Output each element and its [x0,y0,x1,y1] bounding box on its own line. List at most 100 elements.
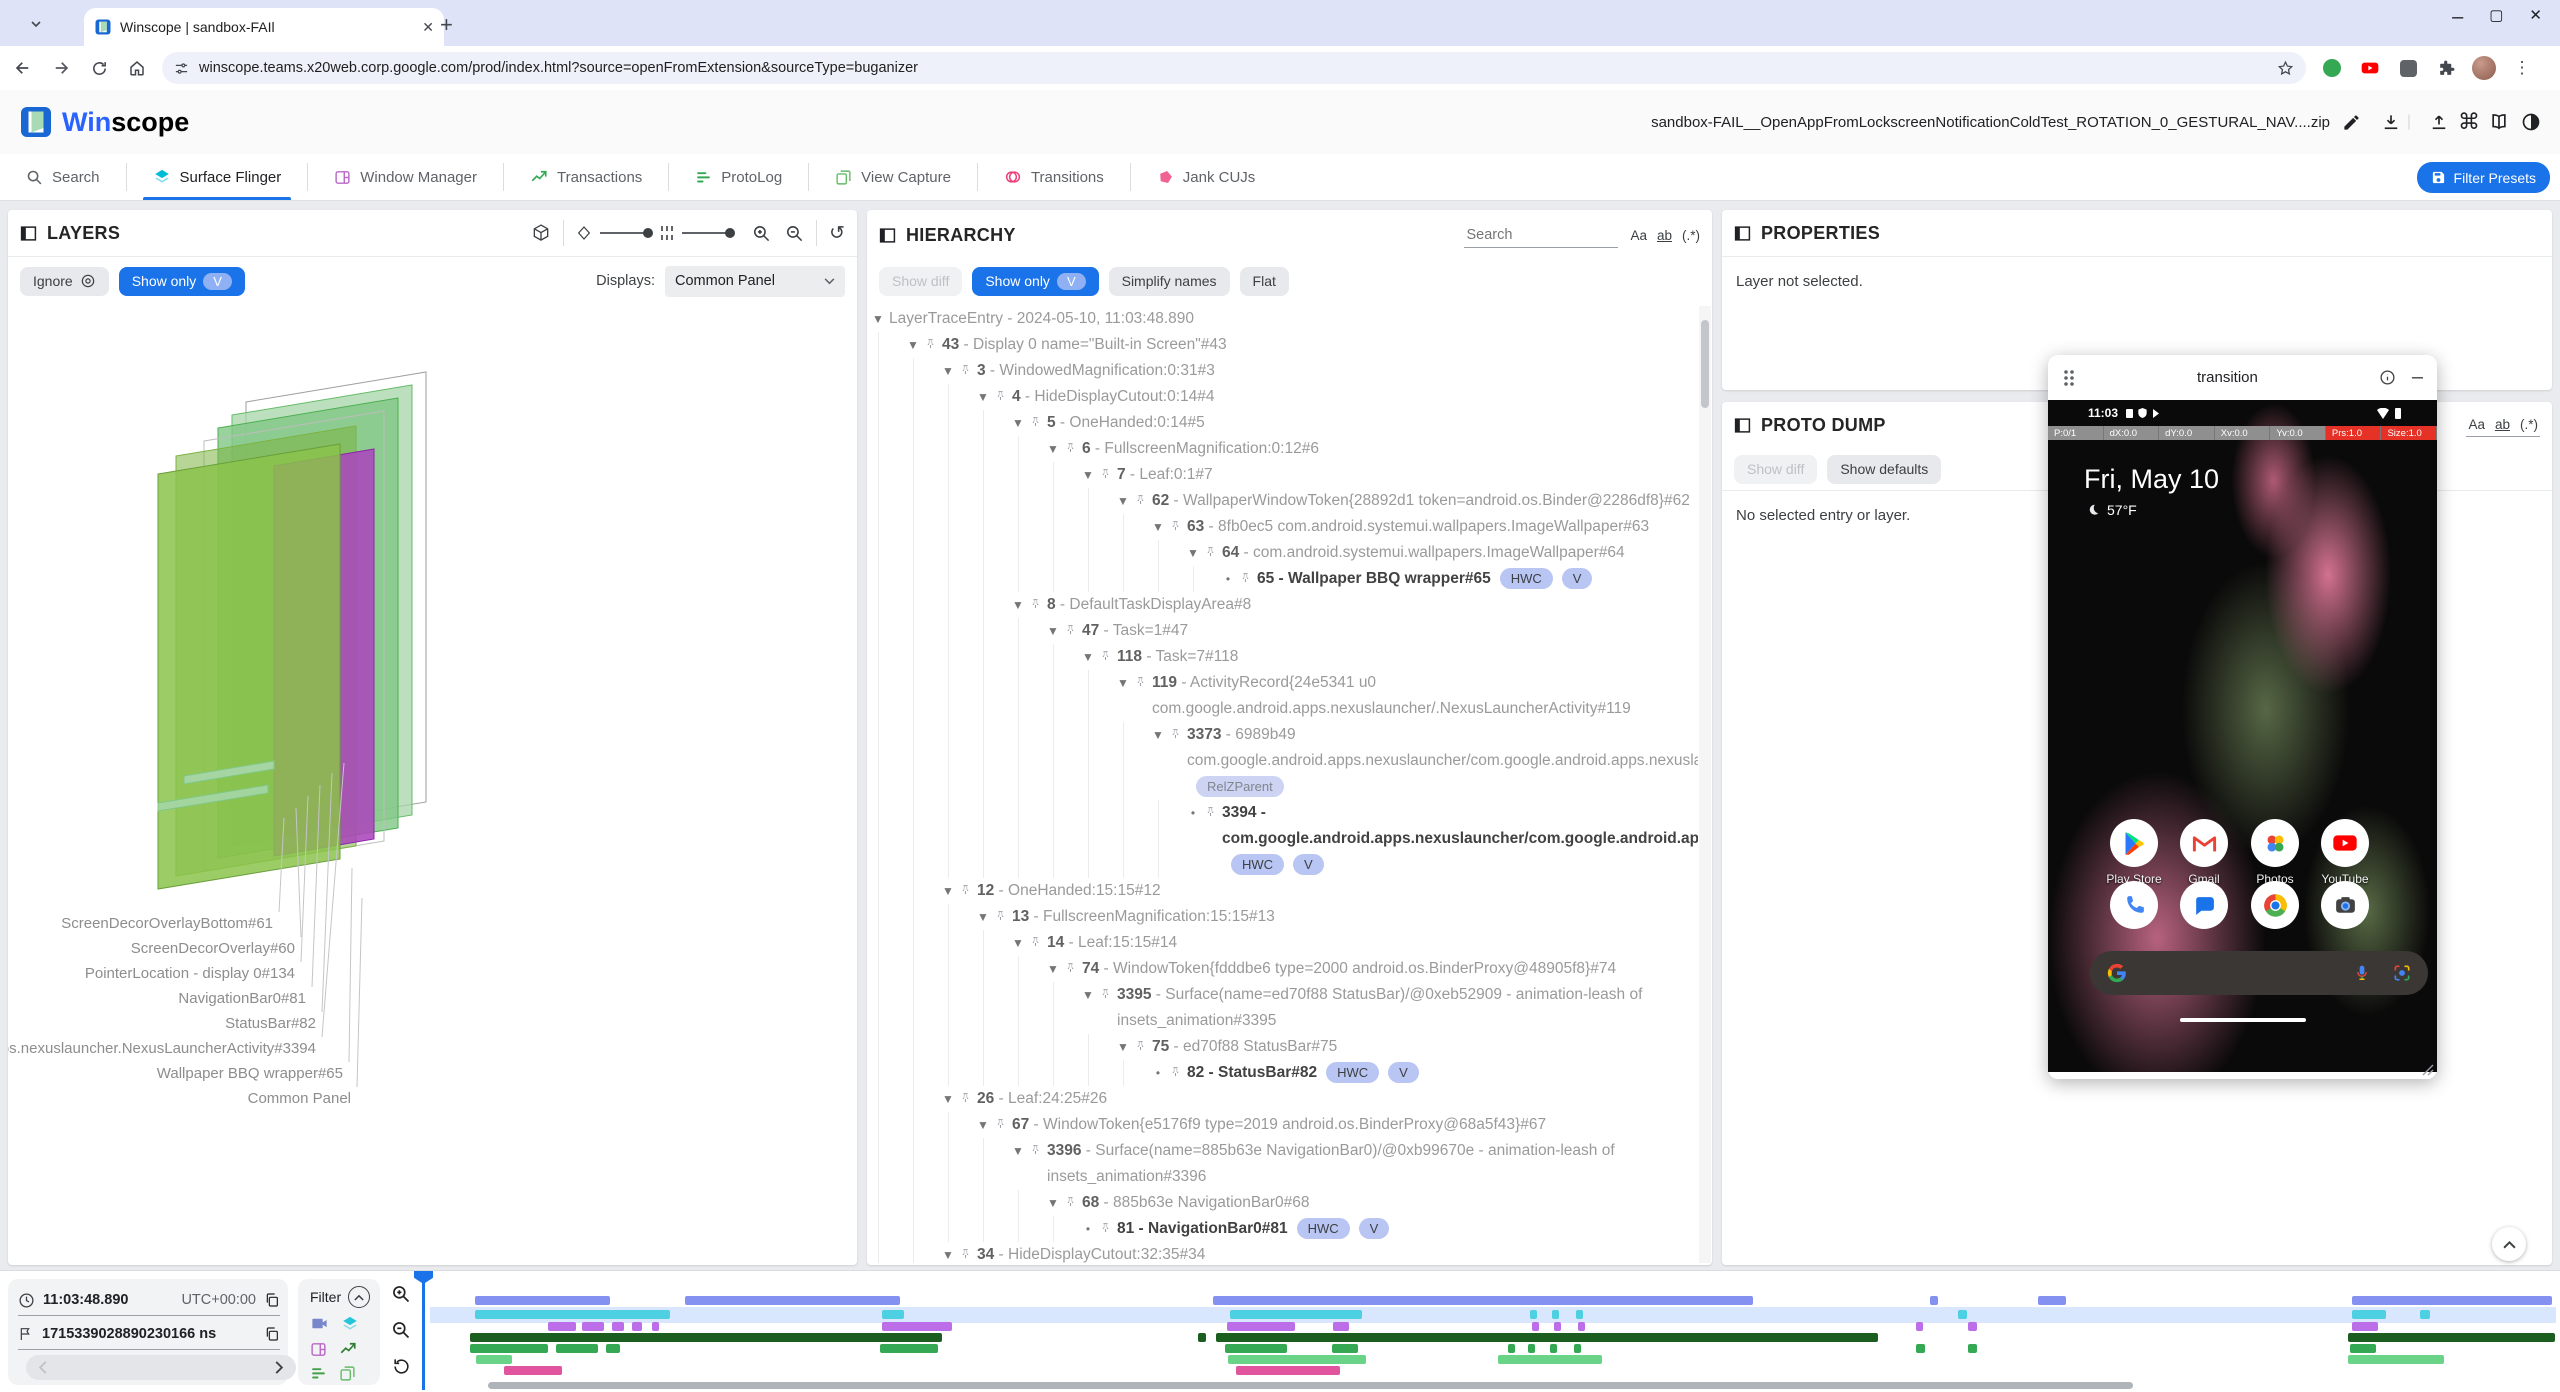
expand-arrow-icon[interactable]: ▼ [1117,1040,1129,1054]
timeline-segment-view-capture[interactable] [1498,1355,1602,1364]
timeline-segment-screen-recording[interactable] [475,1296,610,1305]
timeline-segment-view-capture[interactable] [476,1355,512,1364]
match-case-toggle[interactable]: Aa [2468,417,2485,432]
hierarchy-node-3[interactable]: ▼ 3 - WindowedMagnification:0:31#3 [867,358,1698,384]
chip-show-defaults[interactable]: Show defaults [1827,454,1942,484]
hierarchy-node-4[interactable]: ▼ 4 - HideDisplayCutout:0:14#4 [867,384,1698,410]
tab-surface-flinger[interactable]: Surface Flinger [127,155,308,200]
app-icon-play-store[interactable] [2110,819,2158,867]
drag-handle-icon[interactable] [2062,368,2076,388]
timeline-segment-transactions[interactable] [1198,1333,1206,1342]
pin-icon[interactable] [1169,514,1187,533]
timeline-segment-surface-flinger[interactable] [1958,1310,1967,1319]
kebab-menu-icon[interactable]: ⋮ [2513,58,2531,77]
hierarchy-node-6[interactable]: ▼ 6 - FullscreenMagnification:0:12#6 [867,436,1698,462]
regex-toggle[interactable]: (.*) [2520,417,2538,432]
pin-icon[interactable] [959,358,977,377]
hierarchy-node-14[interactable]: ▼ 14 - Leaf:15:15#14 [867,930,1698,956]
hierarchy-node-7[interactable]: ▼ 7 - Leaf:0:1#7 [867,462,1698,488]
edit-filename-icon[interactable] [2338,109,2364,135]
hierarchy-node-26[interactable]: ▼ 26 - Leaf:24:25#26 [867,1086,1698,1112]
expand-arrow-icon[interactable]: ▼ [977,910,989,924]
trace-icon-protolog[interactable] [310,1365,327,1382]
hierarchy-node-5[interactable]: ▼ 5 - OneHanded:0:14#5 [867,410,1698,436]
timeline-segment-surface-flinger[interactable] [1576,1310,1583,1319]
pin-icon[interactable] [1029,592,1047,611]
pin-icon[interactable] [1029,1138,1047,1157]
timeline-segment-surface-flinger[interactable] [1530,1310,1537,1319]
pin-icon[interactable] [1029,930,1047,949]
timeline-zoom-in-button[interactable] [388,1281,414,1307]
trace-icon-videocam[interactable] [310,1314,329,1333]
hierarchy-node-81[interactable]: • 81 - NavigationBar0#81 HWC V [867,1216,1698,1242]
hierarchy-node-43[interactable]: ▼ 43 - Display 0 name="Built-in Screen"#4… [867,332,1698,358]
chip-flat[interactable]: Flat [1239,266,1289,296]
expand-arrow-icon[interactable]: ▼ [1012,598,1024,612]
app-icon-youtube[interactable] [2321,819,2369,867]
layer-label[interactable]: ScreenDecorOverlay#60 [131,940,295,957]
show-only-chip[interactable]: Show only V [118,266,245,296]
url-bar[interactable]: winscope.teams.x20web.corp.google.com/pr… [162,52,2306,84]
maximize-icon[interactable]: ▢ [2489,7,2504,24]
hierarchy-node-12[interactable]: ▼ 12 - OneHanded:15:15#12 [867,878,1698,904]
timeline-segment-protolog[interactable] [2350,1344,2376,1353]
hierarchy-node-3373[interactable]: ▼ 3373 - 6989b49 com.google.android.apps.… [867,722,1698,800]
site-settings-icon[interactable] [174,61,189,76]
back-icon[interactable] [8,53,38,83]
tab-close-icon[interactable]: ✕ [422,18,434,35]
expand-arrow-icon[interactable]: ▼ [1152,728,1164,742]
timeline-segment-protolog[interactable] [1550,1344,1557,1353]
trace-icon-layers[interactable] [341,1314,359,1333]
keyboard-shortcuts-icon[interactable]: ⌘ [2458,109,2480,134]
mic-icon[interactable] [2352,963,2372,983]
timeline-segment-surface-flinger[interactable] [1230,1310,1362,1319]
timeline-cursor[interactable] [422,1271,425,1390]
expand-arrow-icon[interactable]: ▼ [1117,494,1129,508]
pin-icon[interactable] [959,1242,977,1261]
timeline-segment-screen-recording[interactable] [1930,1296,1938,1305]
timeline-segment-window-manager[interactable] [1227,1322,1295,1331]
ignore-chip[interactable]: Ignore [20,266,109,296]
chip-show-diff[interactable]: Show diff [1734,454,1818,484]
pin-icon[interactable] [1204,800,1222,819]
pin-icon[interactable] [1099,1216,1117,1235]
hierarchy-node-3396[interactable]: ▼ 3396 - Surface(name=885b63e NavigationB… [867,1138,1698,1190]
hierarchy-node-64[interactable]: ▼ 64 - com.android.systemui.wallpapers.Im… [867,540,1698,566]
layer-rect[interactable] [183,760,275,785]
home-icon[interactable] [122,53,152,83]
pin-icon[interactable] [1064,956,1082,975]
displays-dropdown[interactable]: Common Panel [665,265,845,297]
hierarchy-node-82[interactable]: • 82 - StatusBar#82 HWC V [867,1060,1698,1086]
pin-icon[interactable] [994,904,1012,923]
timeline-zoom-out-button[interactable] [388,1317,414,1343]
documentation-icon[interactable] [2486,109,2512,135]
dock-icon-messages[interactable] [2180,881,2228,929]
tab-search[interactable]: Search [0,155,126,200]
timeline-segment-window-manager[interactable] [632,1322,642,1331]
timeline-segment-window-manager[interactable] [612,1322,624,1331]
extension-disabled-icon[interactable] [2396,56,2420,80]
filter-collapse-icon[interactable] [348,1286,371,1308]
layer-label[interactable]: Wallpaper BBQ wrapper#65 [157,1065,343,1082]
expand-arrow-icon[interactable]: ▼ [1047,962,1059,976]
hierarchy-node[interactable]: ▼ LayerTraceEntry - 2024-05-10, 11:03:48.… [867,306,1698,332]
extension-adblock-icon[interactable] [2320,56,2344,80]
pin-icon[interactable] [1134,670,1152,689]
hierarchy-search-input[interactable] [1464,222,1619,248]
hierarchy-node-63[interactable]: ▼ 63 - 8fb0ec5 com.android.systemui.wallp… [867,514,1698,540]
collapse-panel-icon[interactable] [20,225,37,242]
timeline-range-scrollbar[interactable] [488,1382,2133,1389]
whole-word-toggle[interactable]: ab [2494,417,2510,432]
filter-presets-button[interactable]: Filter Presets [2416,162,2550,193]
pin-icon[interactable] [1239,566,1257,585]
app-icon-gmail[interactable] [2180,819,2228,867]
layer-label[interactable]: uslauncher/com.google.android.apps.nexus… [8,1040,316,1057]
next-entry-button[interactable] [275,1361,284,1374]
profile-avatar[interactable] [2472,56,2496,80]
prev-entry-button[interactable] [38,1361,47,1374]
rotation-slider[interactable] [600,228,654,238]
pin-icon[interactable] [1099,462,1117,481]
timeline-segment-protolog[interactable] [1508,1344,1515,1353]
timeline-segment-transitions[interactable] [504,1366,562,1375]
tab-transactions[interactable]: Transactions [504,155,668,200]
